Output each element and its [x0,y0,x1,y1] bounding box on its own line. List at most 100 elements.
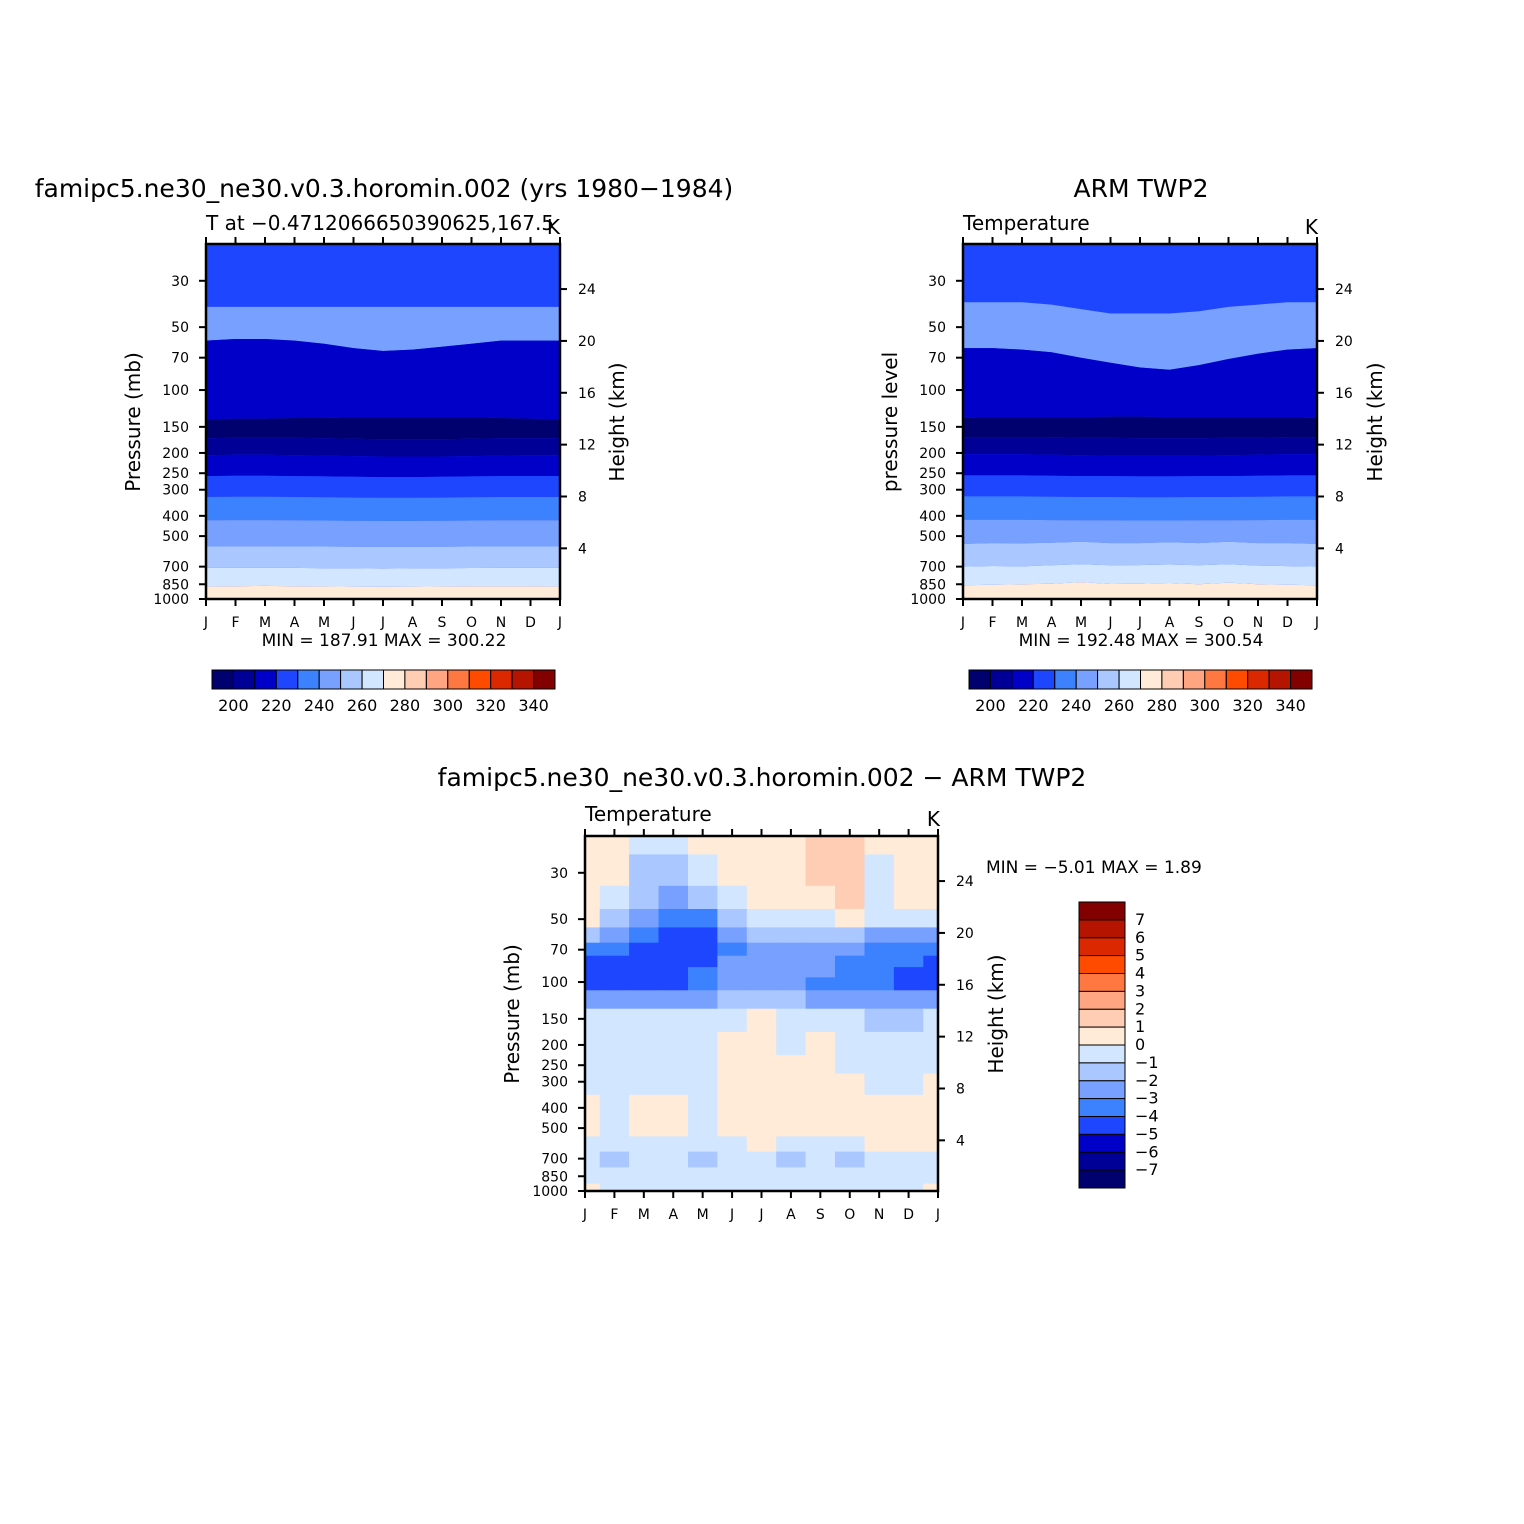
colorbar-label: 300 [1190,696,1221,715]
x-tick-label: J [350,615,355,631]
colorbar-swatch [1078,901,1126,921]
contour-cell [629,955,660,968]
contour-cell [717,990,748,1010]
contour-cell [805,1073,836,1096]
colorbar-swatch [511,669,534,690]
contour-band [963,564,1317,586]
contour-cell [893,1151,924,1168]
contour-cell [688,1151,718,1168]
colorbar-label: 3 [1135,981,1145,1000]
contour-cell [688,1136,718,1153]
y-tick-label: 70 [550,943,568,959]
contour-cell [599,1183,630,1192]
contour-cell [746,927,777,944]
x-tick-label: M [259,615,271,631]
y-tick-label: 70 [928,351,946,367]
contour-cell [629,1183,660,1192]
colorbar: 200 220 240 260 280 300 320 340 [968,669,1313,715]
colorbar-swatch [1290,669,1313,690]
contour-cell [717,955,748,968]
contour-cell [776,1031,807,1056]
y-tick-label: 50 [550,912,568,928]
y-tick-label: 500 [919,529,946,545]
x-tick-label: A [1047,615,1057,631]
y-tick-label: 250 [919,466,946,482]
contour-cell [835,885,865,910]
contour-cell [599,990,630,1010]
colorbar-label: 240 [304,696,335,715]
y-tick-label: 200 [919,446,946,462]
contour-cell [923,854,939,887]
contour-cell [864,885,895,910]
colorbar-swatch [968,669,991,690]
contour-cell [688,1055,718,1075]
colorbar-swatch [275,669,299,690]
y-tick-label: 100 [919,383,946,399]
colorbar-swatch [1078,1080,1126,1100]
contour-cell [599,1151,630,1168]
colorbar-swatch [1204,669,1227,690]
contour-cell [688,990,718,1010]
contour-cell [893,854,924,887]
contour-cell [629,1008,660,1033]
contour-cell [599,927,630,944]
left-string: T at −0.4712066650390625,167.5 [205,211,554,235]
contour-cell [585,1055,601,1075]
y-tick-label: 250 [162,466,189,482]
contour-cell [864,1073,895,1096]
contour-cell [585,955,601,968]
contour-cell [893,1136,924,1153]
colorbar-swatch [1268,669,1291,690]
contour-cell [688,1031,718,1056]
contour-cell [864,836,895,855]
contour-cell [923,1094,939,1119]
contour-cell [835,1055,865,1075]
contour-cell [717,1167,748,1185]
contour-cell [585,909,601,928]
y-tick-label: 70 [171,351,189,367]
colorbar-label: 220 [1018,696,1049,715]
contour-band [206,585,560,599]
colorbar-swatch [340,669,363,690]
contour-cell [805,927,836,944]
contour-band [963,475,1317,498]
contour-cell [599,1118,630,1137]
colorbar-swatch [1078,1026,1126,1046]
contour-cell [658,1008,689,1033]
colorbar-swatch [1182,669,1206,690]
contour-cell [776,955,807,968]
contour-band [206,496,560,521]
colorbar-label: 1 [1135,1017,1145,1036]
contour-cell [658,836,689,855]
min-max-label: MIN = 192.48 MAX = 300.54 [1019,631,1264,651]
x-tick-label: J [729,1207,734,1223]
colorbar-swatch [1054,669,1077,690]
x-tick-label: S [1195,615,1204,631]
colorbar-label: 220 [261,696,292,715]
contour-cell [776,977,807,991]
contour-cell [893,927,924,944]
y2-tick-label: 16 [956,978,974,994]
contour-cell [746,885,777,910]
y-tick-label: 50 [171,320,189,336]
x-tick-label: O [1223,615,1234,631]
contour-cell [688,885,718,910]
contour-cell [658,885,689,910]
y-tick-label: 300 [541,1075,568,1091]
contour-cell [585,1073,601,1096]
colorbar-swatch [1078,1098,1126,1117]
x-tick-label: J [582,1207,587,1223]
contour-band [206,567,560,587]
contour-cell [688,909,718,928]
colorbar-label: 340 [518,696,549,715]
contour-cell [893,942,924,957]
colorbar-label: 5 [1135,946,1145,965]
x-tick-label: J [1107,615,1112,631]
x-tick-label: J [380,615,385,631]
contour-cell [864,1167,895,1185]
colorbar-swatch [1225,669,1249,690]
colorbar-swatch [211,669,234,690]
contour-cell [805,836,836,855]
